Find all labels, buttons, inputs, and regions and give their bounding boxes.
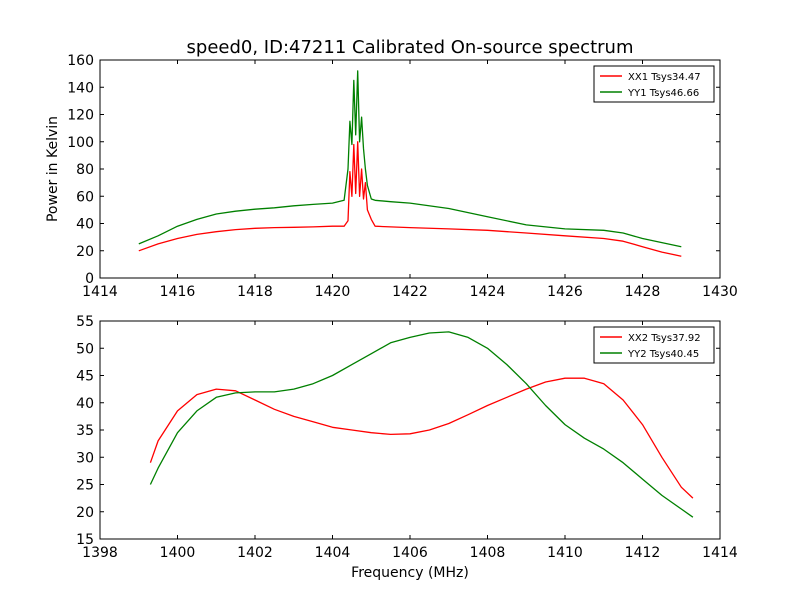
x-tick-label: 1416 [160,284,196,300]
y-tick-label: 120 [67,108,94,124]
y-tick-label: 40 [76,217,94,233]
y-tick-label: 140 [67,80,94,96]
series-line-1 [138,141,682,257]
legend-entry: YY2 Tsys40.45 [627,349,699,360]
legend-entry: YY1 Tsys46.66 [627,88,699,99]
x-tick-label: 1412 [625,545,661,561]
x-tick-label: 1408 [470,545,506,561]
x-tick-label: 1420 [315,284,351,300]
x-tick-label: 1426 [547,284,583,300]
legend-box [593,65,715,103]
y-tick-label: 100 [67,135,94,151]
y-tick-label: 0 [85,271,94,287]
x-tick-label: 1418 [237,284,273,300]
y-tick-label: 60 [76,189,94,205]
x-tick-label: 1410 [547,545,583,561]
legend: XX2 Tsys37.92 YY2 Tsys40.45 [593,326,715,364]
x-axis-label: Frequency (MHz) [351,565,469,581]
legend: XX1 Tsys34.47 YY1 Tsys46.66 [593,65,715,103]
y-tick-label: 40 [76,396,94,412]
y-tick-label: 15 [76,532,94,548]
series-line-2 [138,70,682,248]
y-tick-label: 35 [76,423,94,439]
y-tick-label: 45 [76,369,94,385]
x-tick-label: 1430 [702,284,738,300]
y-axis-label: Power in Kelvin [45,116,61,222]
x-tick-label: 1400 [160,545,196,561]
y-tick-label: 20 [76,505,94,521]
bottom-plot: 1398 1400 1402 1404 1406 1408 1410 1412 1414 15 20… [76,314,738,581]
x-tick-label: 1424 [470,284,506,300]
y-tick-label: 30 [76,450,94,466]
x-tick-label: 1404 [315,545,351,561]
x-tick-label: 1398 [82,545,118,561]
y-tick-label: 80 [76,162,94,178]
legend-entry: XX2 Tsys37.92 [628,333,701,344]
x-tick-label: 1414 [82,284,118,300]
chart-title: speed0, ID:47211 Calibrated On-source sp… [187,37,634,58]
series-line-1 [149,377,694,499]
y-tick-label: 55 [76,314,94,330]
x-tick-label: 1406 [392,545,428,561]
top-plot: 1414 1416 1418 1420 1422 1424 1426 1428 1430 0 20 4… [45,53,738,300]
x-tick-label: 1428 [625,284,661,300]
x-tick-label: 1422 [392,284,428,300]
y-tick-label: 160 [67,53,94,69]
legend-box [593,326,715,364]
x-tick-label: 1414 [702,545,738,561]
x-tick-label: 1402 [237,545,273,561]
y-tick-label: 20 [76,244,94,260]
legend-entry: XX1 Tsys34.47 [628,72,701,83]
y-tick-label: 25 [76,478,94,494]
y-tick-label: 50 [76,341,94,357]
series-line-2 [149,331,694,518]
